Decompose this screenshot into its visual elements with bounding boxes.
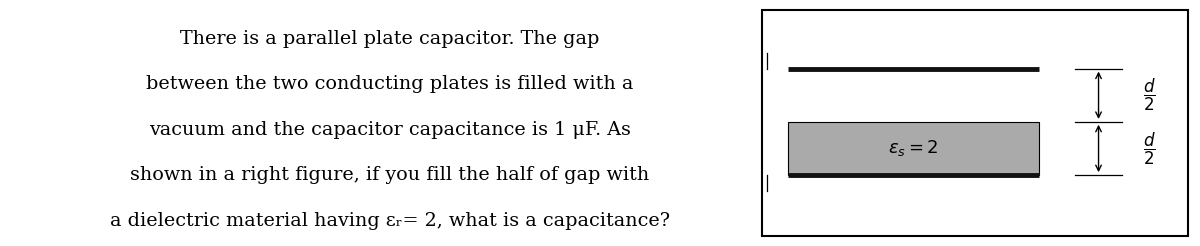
Text: $\dfrac{d}{2}$: $\dfrac{d}{2}$	[1144, 130, 1156, 167]
Text: $\varepsilon_s = 2$: $\varepsilon_s = 2$	[888, 138, 938, 158]
Bar	[762, 10, 1188, 236]
Bar	[787, 122, 1039, 175]
Text: a dielectric material having εᵣ= 2, what is a capacitance?: a dielectric material having εᵣ= 2, what…	[110, 212, 670, 230]
Text: between the two conducting plates is filled with a: between the two conducting plates is fil…	[146, 75, 634, 93]
Text: shown in a right figure, if you fill the half of gap with: shown in a right figure, if you fill the…	[131, 166, 649, 184]
Text: $\dfrac{d}{2}$: $\dfrac{d}{2}$	[1144, 77, 1156, 113]
Text: There is a parallel plate capacitor. The gap: There is a parallel plate capacitor. The…	[180, 30, 600, 47]
Text: vacuum and the capacitor capacitance is 1 μF. As: vacuum and the capacitor capacitance is …	[149, 121, 631, 138]
